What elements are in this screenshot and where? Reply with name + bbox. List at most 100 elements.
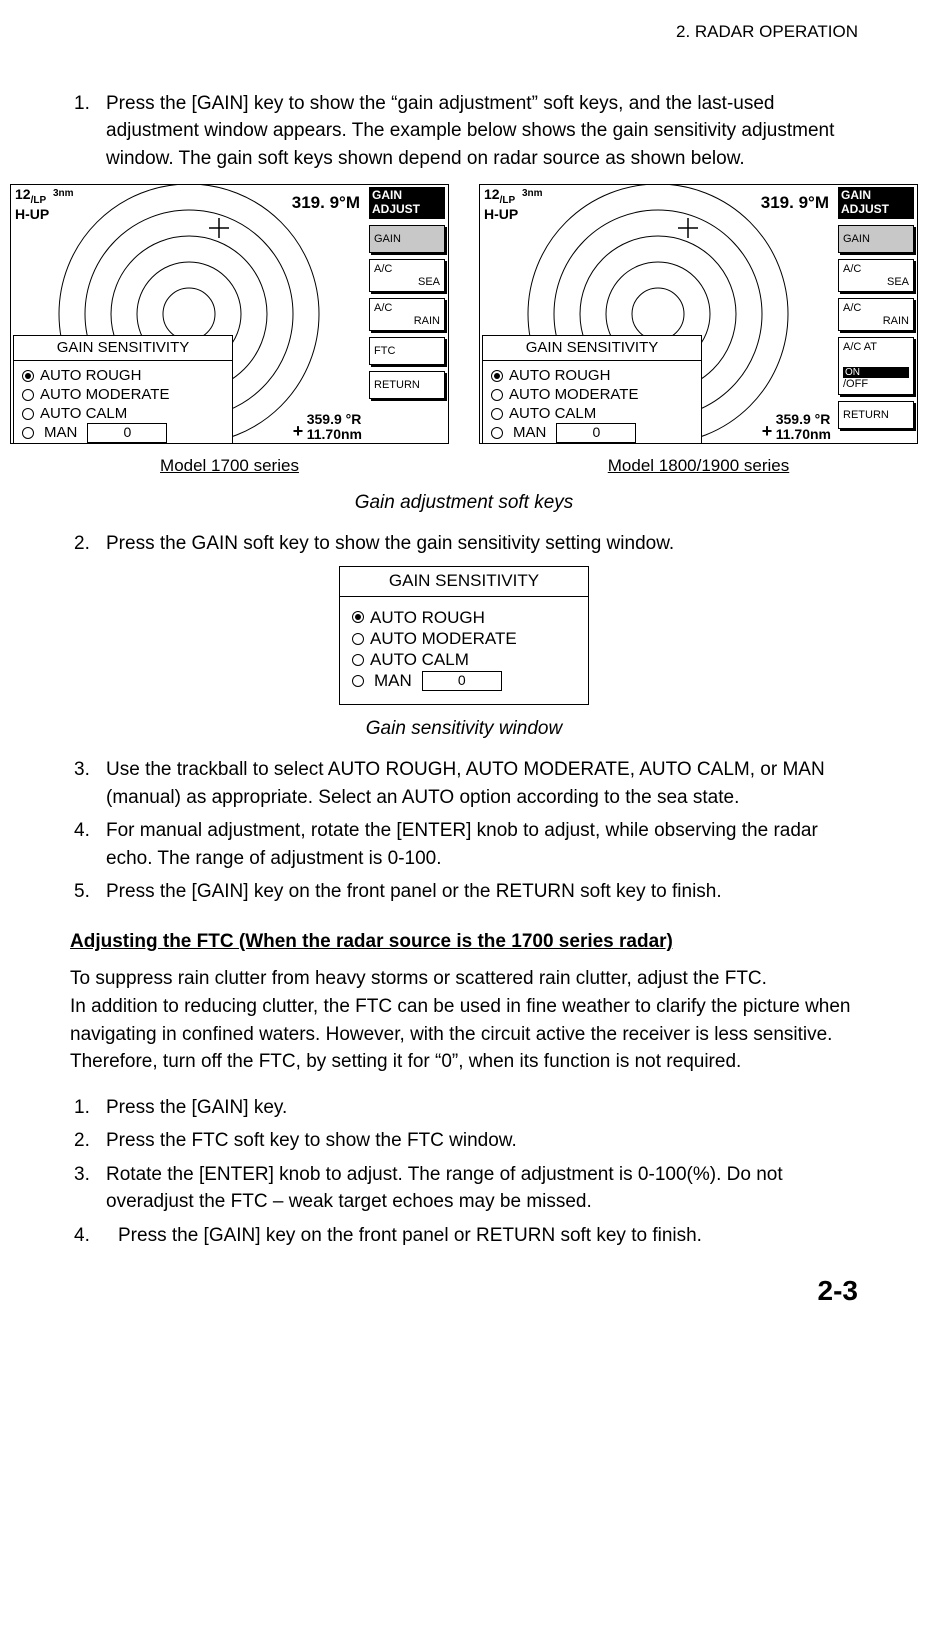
step-num: 4. [70,817,106,872]
softkey-ac-sea[interactable]: A/CSEA [838,259,914,292]
softkey-ac-at[interactable]: A/C ATON/OFF [838,337,914,394]
ftc-step-1: 1. Press the [GAIN] key. [70,1094,858,1122]
radar-display: 12/LP H-UP 3nm 319. 9°M + 359.9 °R 11.70… [11,185,366,443]
gain-sens-body: AUTO ROUGH AUTO MODERATE AUTO CALM MAN 0 [14,361,232,443]
step-text: Press the [GAIN] key on the front panel … [118,1222,858,1250]
radar-lp: /LP [31,195,47,206]
man-value[interactable]: 0 [422,671,502,691]
step-2: 2. Press the GAIN soft key to show the g… [70,530,858,558]
ftc-step-4: 4. Press the [GAIN] key on the front pan… [70,1222,858,1250]
step-3: 3. Use the trackball to select AUTO ROUG… [70,756,858,811]
radar-b2: 11.70nm [307,426,362,442]
opt-label: MAN [44,424,77,443]
man-value[interactable]: 0 [556,423,636,443]
step-text: Use the trackball to select AUTO ROUGH, … [106,756,858,811]
step-num: 2. [70,1127,106,1155]
radar-lp: /LP [500,195,516,206]
step-4: 4. For manual adjustment, rotate the [EN… [70,817,858,872]
softkey-ac-rain[interactable]: A/CRAIN [838,298,914,331]
radio-on-icon [22,370,34,382]
radio-on-icon [491,370,503,382]
radar-b1: 359.9 °R [307,411,362,427]
opt-label: AUTO CALM [509,405,596,424]
radar-range: 12 [15,186,31,202]
radar-mode: H-UP [484,206,518,222]
softkey-gain[interactable]: GAIN [838,225,914,253]
opt-man[interactable]: MAN 0 [22,423,224,443]
label-model-1800: Model 1800/1900 series [608,454,789,479]
ftc-step-2: 2. Press the FTC soft key to show the FT… [70,1127,858,1155]
opt-label: AUTO ROUGH [509,367,610,386]
softkey-ac-rain[interactable]: A/CRAIN [369,298,445,331]
opt-label: AUTO MODERATE [509,386,638,405]
gain-sens-title: GAIN SENSITIVITY [483,336,701,361]
opt-label: AUTO MODERATE [40,386,169,405]
softkey-header: GAINADJUST [838,187,914,219]
opt-man[interactable]: MAN 0 [352,670,576,691]
opt-label: MAN [374,670,412,691]
radar-coords: + 359.9 °R 11.70nm [776,412,831,441]
opt-auto-moderate[interactable]: AUTO MODERATE [491,386,693,405]
opt-auto-rough[interactable]: AUTO ROUGH [491,367,693,386]
step-text: Press the [GAIN] key to show the “gain a… [106,90,858,173]
radio-off-icon [22,389,34,401]
page-header: 2. RADAR OPERATION [70,20,858,45]
fig-1800: 12/LP H-UP 3nm 319. 9°M + 359.9 °R 11.70… [479,184,918,479]
radar-nm: 3nm [522,187,543,202]
opt-auto-rough[interactable]: AUTO ROUGH [352,607,576,628]
step-num: 1. [70,90,106,173]
label-model-1700: Model 1700 series [160,454,299,479]
softkey-return[interactable]: RETURN [838,401,914,429]
radio-off-icon [352,654,364,666]
opt-auto-rough[interactable]: AUTO ROUGH [22,367,224,386]
caption-gain-sens: Gain sensitivity window [70,715,858,743]
radar-range-label: 12/LP H-UP [15,187,49,221]
gain-sens-body: AUTO ROUGH AUTO MODERATE AUTO CALM MAN 0 [340,597,588,704]
radar-bearing: 319. 9°M [761,191,829,216]
radar-figures-row: 12/LP H-UP 3nm 319. 9°M + 359.9 °R 11.70… [10,184,918,479]
caption-gain-adjust: Gain adjustment soft keys [70,489,858,517]
opt-label: AUTO ROUGH [40,367,141,386]
opt-auto-moderate[interactable]: AUTO MODERATE [22,386,224,405]
softkey-ac-sea[interactable]: A/CSEA [369,259,445,292]
man-value[interactable]: 0 [87,423,167,443]
ftc-step-3: 3. Rotate the [ENTER] knob to adjust. Th… [70,1161,858,1216]
softkey-header: GAINADJUST [369,187,445,219]
step-num: 1. [70,1094,106,1122]
opt-man[interactable]: MAN0 [491,423,693,443]
radio-off-icon [352,633,364,645]
opt-auto-moderate[interactable]: AUTO MODERATE [352,628,576,649]
step-text: Press the GAIN soft key to show the gain… [106,530,858,558]
plus-icon: + [762,422,773,441]
radar-range-label: 12/LP H-UP [484,187,518,221]
radio-off-icon [491,408,503,420]
opt-auto-calm[interactable]: AUTO CALM [22,405,224,424]
gain-sensitivity-box: GAIN SENSITIVITY AUTO ROUGH AUTO MODERAT… [13,335,233,443]
step-5: 5. Press the [GAIN] key on the front pan… [70,878,858,906]
step-text: Press the FTC soft key to show the FTC w… [106,1127,858,1155]
opt-auto-calm[interactable]: AUTO CALM [491,405,693,424]
radar-b2: 11.70nm [776,426,831,442]
gain-sens-body: AUTO ROUGH AUTO MODERATE AUTO CALM MAN0 [483,361,701,443]
opt-label: AUTO CALM [40,405,127,424]
softkey-return[interactable]: RETURN [369,371,445,399]
step-num: 3. [70,1161,106,1216]
ftc-para: To suppress rain clutter from heavy stor… [70,965,858,1075]
gain-sensitivity-window: GAIN SENSITIVITY AUTO ROUGH AUTO MODERAT… [339,566,589,705]
radar-range: 12 [484,186,500,202]
opt-auto-calm[interactable]: AUTO CALM [352,649,576,670]
opt-label: AUTO CALM [370,649,469,670]
radar-coords: + 359.9 °R 11.70nm [307,412,362,441]
radio-off-icon [352,675,364,687]
softkey-ftc[interactable]: FTC [369,337,445,365]
softkey-gain[interactable]: GAIN [369,225,445,253]
step-1: 1. Press the [GAIN] key to show the “gai… [70,90,858,173]
radar-mode: H-UP [15,206,49,222]
opt-label: AUTO ROUGH [370,607,485,628]
radio-off-icon [22,408,34,420]
off-label: /OFF [843,378,909,391]
gain-sensitivity-box: GAIN SENSITIVITY AUTO ROUGH AUTO MODERAT… [482,335,702,443]
step-text: For manual adjustment, rotate the [ENTER… [106,817,858,872]
step-num: 5. [70,878,106,906]
radar-fig-1700: 12/LP H-UP 3nm 319. 9°M + 359.9 °R 11.70… [10,184,449,444]
